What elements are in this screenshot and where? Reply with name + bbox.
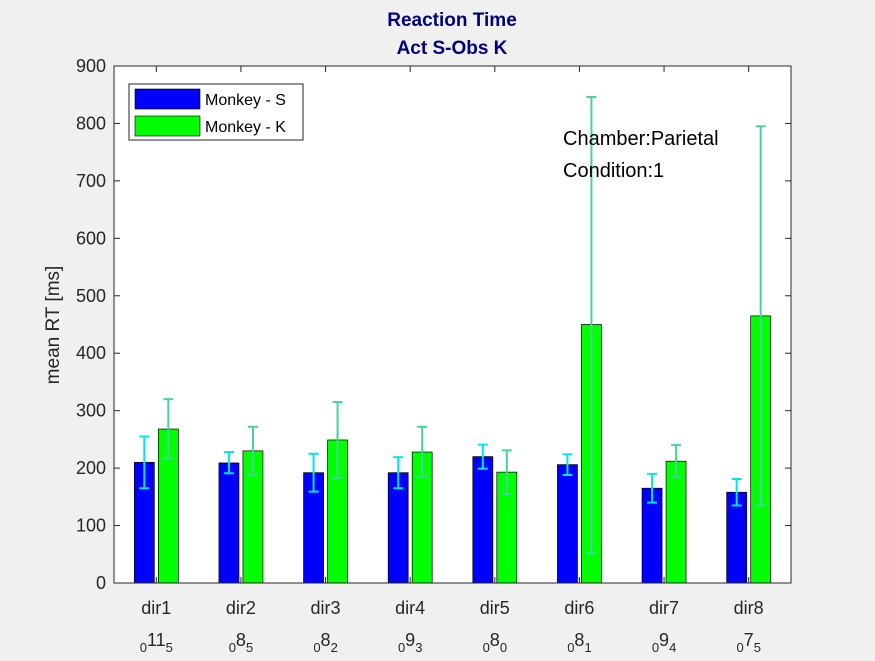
annotation-condition: Condition:1 [563,160,664,182]
legend-swatch-monkey-s [134,88,201,110]
legend-label-monkey-s: Monkey - S [205,92,286,109]
y-tick-label: 800 [76,113,106,133]
y-tick-label: 700 [76,171,106,191]
legend: Monkey - S Monkey - K [128,83,304,141]
x-sublabel: 075 [736,630,760,655]
bar-monkey-k [665,460,687,584]
y-tick-label: 300 [76,401,106,421]
y-tick-label: 900 [76,56,106,76]
chart-title: Reaction Time [387,10,517,31]
bar-monkey-s [557,464,578,584]
plot-frame [113,65,792,584]
x-sublabel: 093 [398,630,422,655]
x-tick-label: dir6 [564,598,594,618]
x-tick-label: dir7 [649,598,679,618]
bar-monkey-s [387,472,409,584]
y-tick-label: 100 [76,516,106,536]
x-tick-label: dir8 [734,598,764,618]
x-tick-label: dir4 [395,598,425,618]
x-sublabel: 094 [652,630,676,655]
x-sublabel: 080 [483,630,507,655]
x-tick-label: dir1 [141,598,171,618]
x-tick-label: dir3 [311,598,341,618]
y-axis-label: mean RT [ms] [43,266,64,385]
x-sublabel: 081 [567,630,591,655]
bar-monkey-s [472,456,494,584]
x-sublabel: 082 [313,630,337,655]
x-tick-label: dir2 [226,598,256,618]
legend-swatch-monkey-k [134,115,201,137]
y-tick-label: 200 [76,458,106,478]
x-tick-label: dir5 [480,598,510,618]
bar-monkey-s [218,462,240,584]
x-sublabel: 085 [229,630,253,655]
y-tick-label: 600 [76,228,106,248]
y-tick-label: 400 [76,343,106,363]
y-tick-label: 0 [96,573,106,593]
y-tick-label: 500 [76,286,106,306]
chart-subtitle: Act S-Obs K [397,38,508,59]
x-sublabel: 0115 [140,630,173,655]
annotation-chamber: Chamber:Parietal [563,128,719,150]
legend-label-monkey-k: Monkey - K [205,119,286,136]
